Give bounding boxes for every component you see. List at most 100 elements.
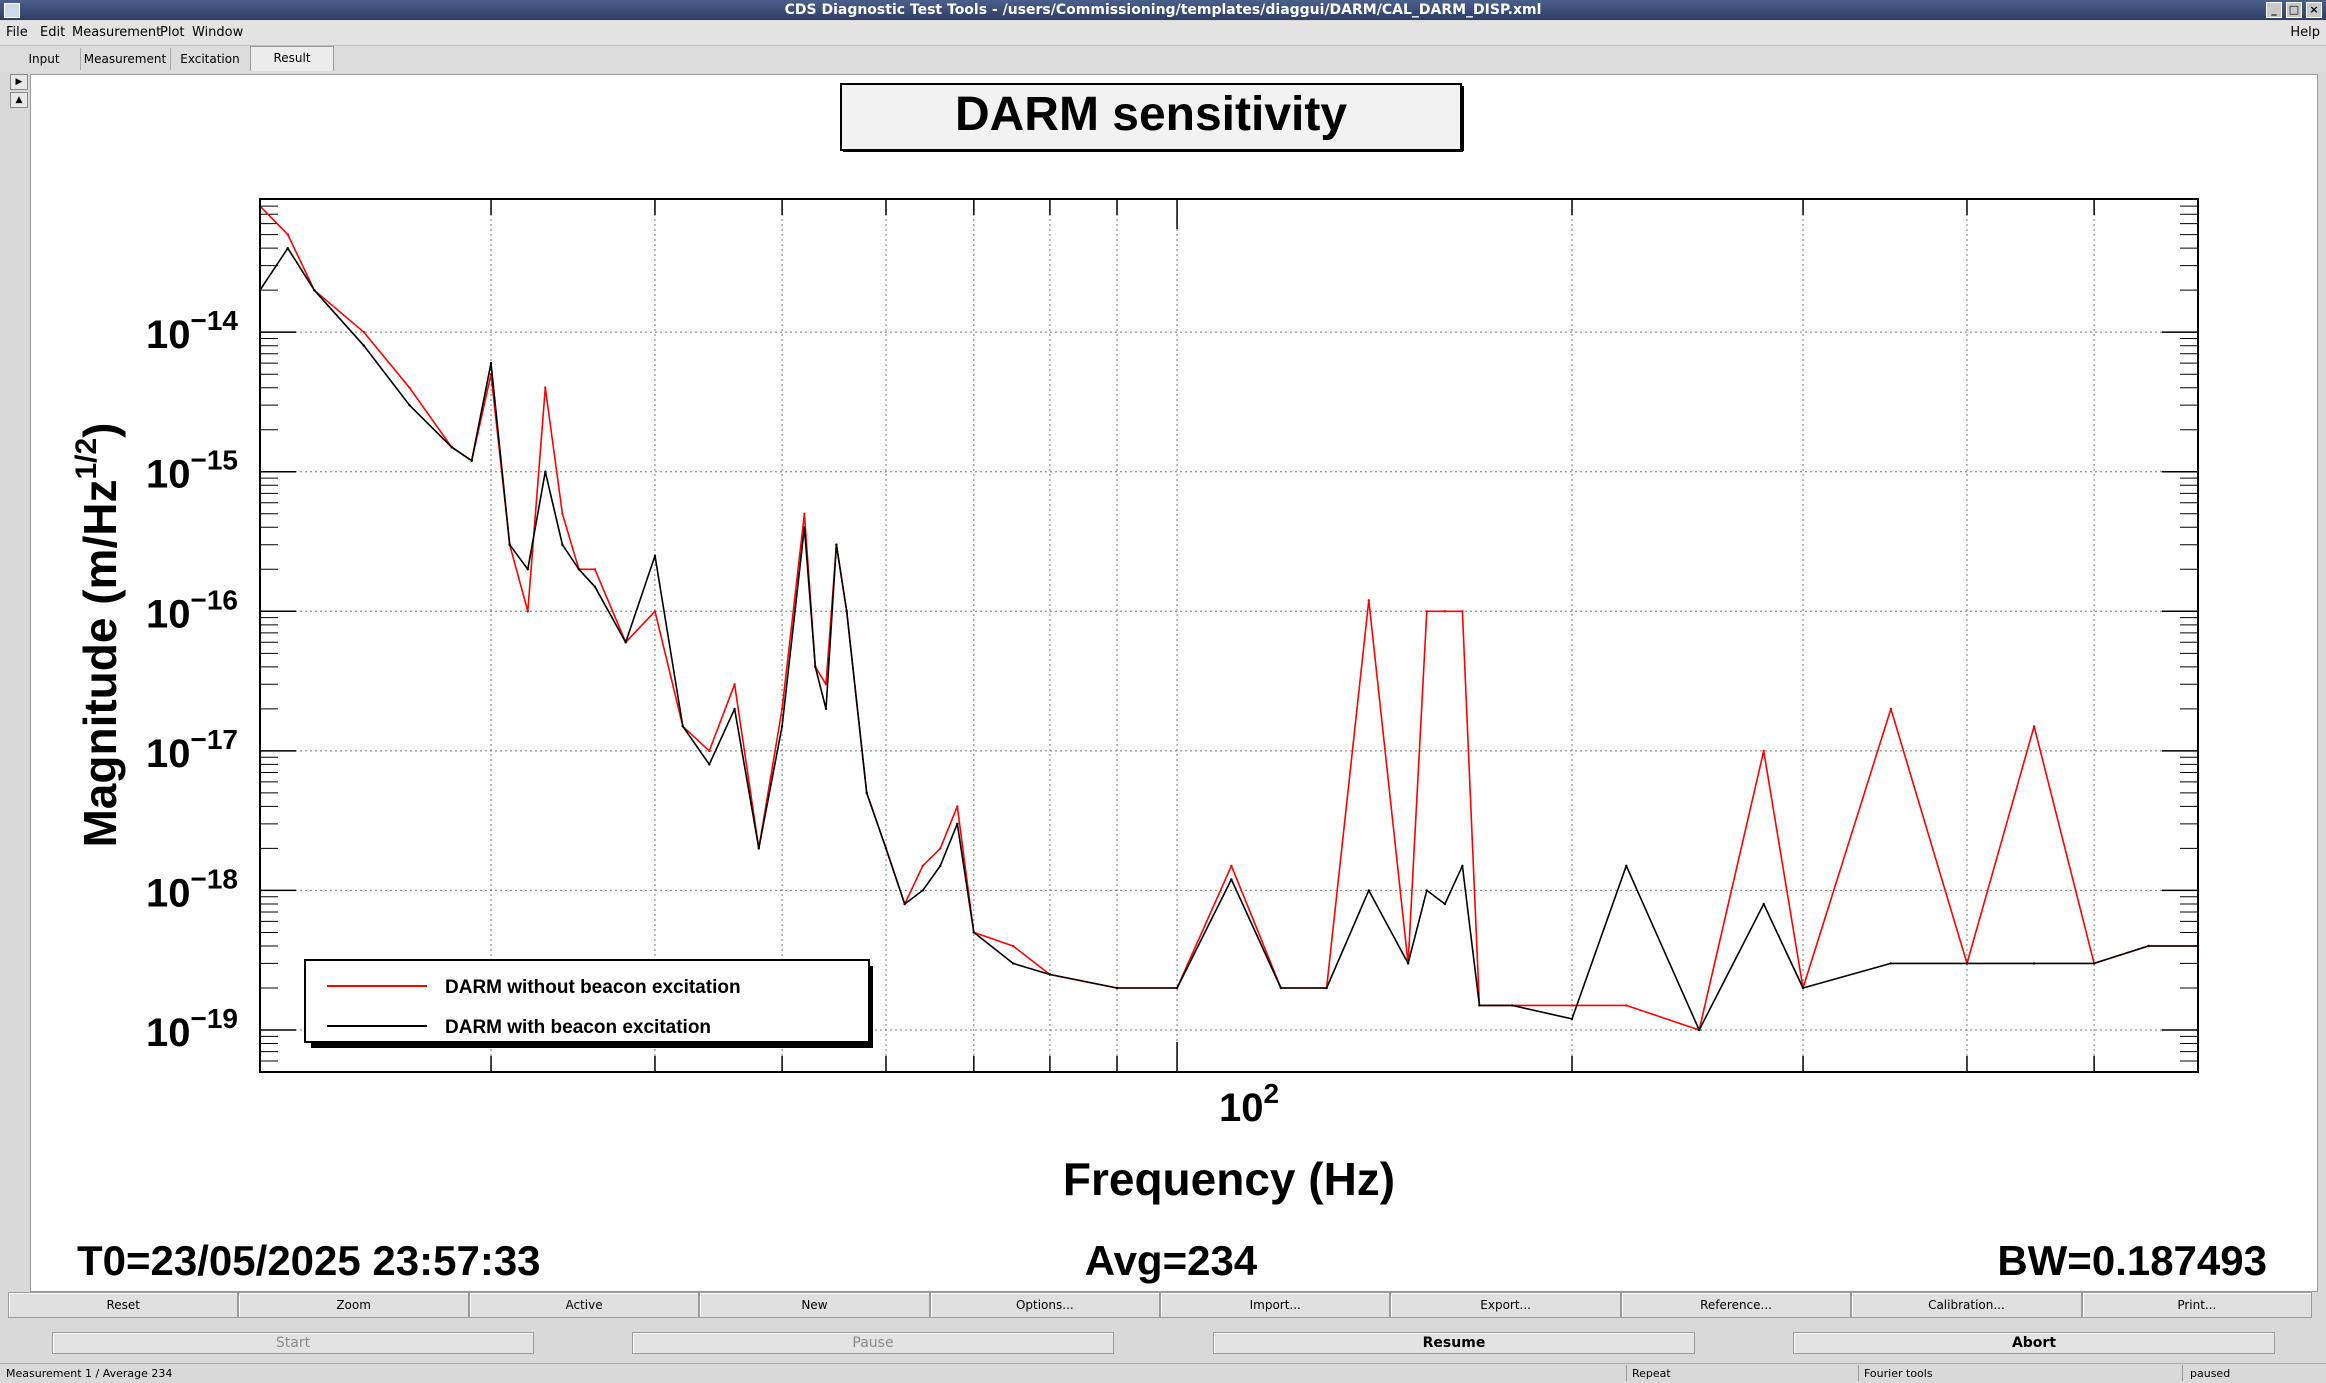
series-1-point-23 xyxy=(824,707,828,711)
series-1-point-30 xyxy=(939,864,942,867)
series-1-point-4 xyxy=(408,404,411,407)
series-1-point-35 xyxy=(1115,986,1119,990)
series-1-point-27 xyxy=(884,847,888,850)
print-button[interactable]: Print... xyxy=(2081,1292,2313,1318)
info-t0: T0=23/05/2025 23:57:33 xyxy=(77,1237,541,1284)
status-bar: Measurement 1 / Average 234 Repeat Fouri… xyxy=(0,1363,2326,1383)
series-0-point-30 xyxy=(939,847,942,850)
series-1-point-50 xyxy=(1762,902,1765,906)
menu-file[interactable]: File xyxy=(6,25,28,40)
menu-edit[interactable]: Edit xyxy=(40,25,66,40)
series-1-point-54 xyxy=(2032,962,2036,965)
series-1-point-38 xyxy=(1279,986,1283,990)
pause-button[interactable]: Pause xyxy=(632,1332,1114,1354)
scroll-up-icon[interactable]: ▲ xyxy=(10,92,28,108)
reference-button[interactable]: Reference... xyxy=(1620,1292,1852,1318)
info-bw: BW=0.187493 xyxy=(1997,1237,2267,1284)
menubar: File Edit Measurement Plot Window Help xyxy=(0,21,2326,46)
series-1-point-22 xyxy=(814,665,817,668)
plot-toolbar: Reset Zoom Active New Options... Import.… xyxy=(8,1292,2313,1318)
measurement-controls: Start Pause Resume Abort xyxy=(0,1330,2326,1358)
series-1-point-45 xyxy=(1478,1004,1481,1007)
series-1-point-37 xyxy=(1230,878,1233,881)
series-1-point-46 xyxy=(1510,1004,1514,1007)
series-1-point-5 xyxy=(450,446,453,449)
series-0-point-18 xyxy=(733,683,736,686)
series-1-point-10 xyxy=(544,470,547,473)
tab-input[interactable]: Input xyxy=(8,48,81,70)
resume-button[interactable]: Resume xyxy=(1213,1332,1695,1354)
series-without-beacon xyxy=(258,204,2200,1032)
y-tick-label-18: 10−18 xyxy=(146,863,238,915)
y-tick-label-16: 10−16 xyxy=(146,584,238,636)
series-1-point-40 xyxy=(1367,889,1371,892)
status-fourier: Fourier tools xyxy=(1864,1367,1933,1380)
series-1-point-2 xyxy=(313,289,316,292)
axis-ticks xyxy=(260,198,2198,1073)
menu-plot[interactable]: Plot xyxy=(160,25,185,40)
series-1-point-51 xyxy=(1801,986,1805,990)
series-1-point-52 xyxy=(1889,962,1893,965)
series-0-point-21 xyxy=(803,512,806,515)
series-1-point-36 xyxy=(1175,986,1179,990)
options-button[interactable]: Options... xyxy=(929,1292,1161,1318)
plot-svg[interactable]: DARM sensitivity 10−1410−1510−1610−1710−… xyxy=(31,75,2317,1291)
maximize-icon[interactable]: □ xyxy=(2286,2,2302,18)
y-tick-label-19: 10−19 xyxy=(146,1003,238,1055)
menu-help[interactable]: Help xyxy=(2290,25,2320,40)
series-0-point-48 xyxy=(1625,1004,1628,1007)
menu-window[interactable]: Window xyxy=(192,25,244,40)
series-0-point-10 xyxy=(544,386,547,389)
series-1-point-13 xyxy=(593,585,597,588)
series-1-point-39 xyxy=(1325,986,1328,990)
calibration-button[interactable]: Calibration... xyxy=(1851,1292,2082,1318)
series-0-point-20 xyxy=(780,707,784,711)
start-button[interactable]: Start xyxy=(52,1332,534,1354)
series-1-point-25 xyxy=(845,610,848,613)
close-icon[interactable]: × xyxy=(2306,2,2322,18)
series-1-point-31 xyxy=(956,822,959,825)
series-0-point-33 xyxy=(1011,944,1015,948)
reset-button[interactable]: Reset xyxy=(8,1292,239,1318)
new-button[interactable]: New xyxy=(699,1292,930,1318)
series-1-point-7 xyxy=(489,361,493,365)
app-icon xyxy=(4,3,20,18)
tab-excitation[interactable]: Excitation xyxy=(170,48,251,70)
series-0-point-29 xyxy=(921,864,924,867)
info-avg: Avg=234 xyxy=(1085,1237,1258,1284)
series-0-point-13 xyxy=(593,568,597,571)
status-state: paused xyxy=(2190,1367,2231,1380)
abort-button[interactable]: Abort xyxy=(1793,1332,2275,1354)
status-repeat: Repeat xyxy=(1632,1367,1671,1380)
series-1-point-6 xyxy=(470,459,473,462)
series-line-0 xyxy=(259,205,2198,1031)
tab-bar: Input Measurement Excitation Result xyxy=(0,46,2326,72)
series-1-point-28 xyxy=(903,902,906,906)
import-button[interactable]: Import... xyxy=(1160,1292,1391,1318)
series-1-point-53 xyxy=(1965,962,1969,965)
export-button[interactable]: Export... xyxy=(1390,1292,1621,1318)
scroll-right-icon[interactable]: ▶ xyxy=(10,74,28,90)
series-0-point-4 xyxy=(408,386,411,389)
window-title: CDS Diagnostic Test Tools - /users/Commi… xyxy=(784,2,1542,18)
series-0-point-44 xyxy=(1461,610,1464,613)
series-1-point-9 xyxy=(526,568,529,571)
series-with-beacon xyxy=(258,247,2200,1032)
series-0-point-31 xyxy=(956,805,959,808)
x-axis-label: Frequency (Hz) xyxy=(1063,1153,1395,1205)
plot-title: DARM sensitivity xyxy=(955,88,1347,141)
series-0-point-23 xyxy=(824,683,828,686)
tab-measurement[interactable]: Measurement xyxy=(80,48,171,70)
series-1-point-55 xyxy=(2092,962,2096,965)
legend-label-without-beacon: DARM without beacon excitation xyxy=(445,977,741,998)
series-1-point-44 xyxy=(1461,864,1464,867)
minimize-icon[interactable]: _ xyxy=(2266,2,2282,18)
y-tick-labels: 10−14 10−15 10−16 10−17 10−18 10−19 xyxy=(146,305,238,1055)
plot-pad[interactable]: DARM sensitivity 10−14 10−15 10−16 10−17 10−… xyxy=(30,74,2318,1292)
active-button[interactable]: Active xyxy=(468,1292,700,1318)
series-1-point-49 xyxy=(1698,1028,1701,1032)
menu-measurement[interactable]: Measurement xyxy=(72,25,162,40)
tab-result[interactable]: Result xyxy=(250,46,334,71)
series-1-point-24 xyxy=(835,543,838,546)
zoom-button[interactable]: Zoom xyxy=(238,1292,469,1318)
